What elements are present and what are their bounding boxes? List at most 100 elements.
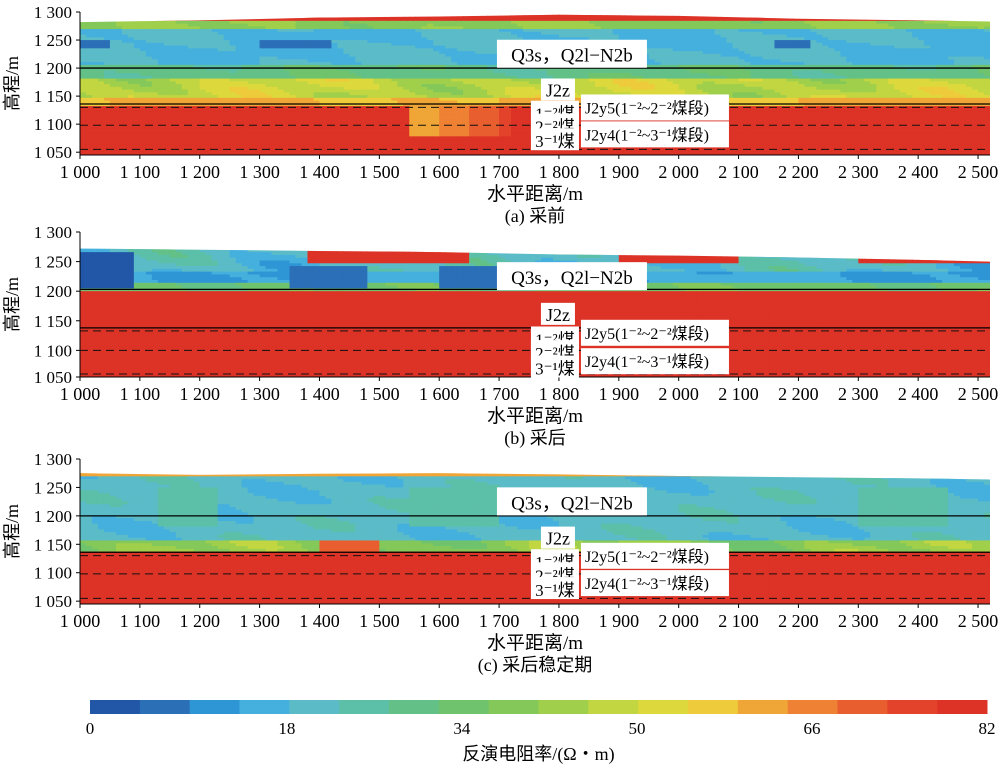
annotation-j2y4: J2y4(1⁻²~3⁻¹煤段) — [585, 126, 709, 144]
x-tick-label: 2 000 — [658, 162, 699, 182]
annotation-coal-seam-3: 3⁻¹煤 — [535, 132, 575, 151]
annotation-box — [496, 39, 647, 68]
chart-panel-a: 1 000 1 100 1 200 1 300 1 400 1 500 1 600 1 700… — [0, 0, 1000, 230]
x-tick-label: 1 300 — [239, 611, 280, 631]
x-tick-label: 1 700 — [479, 162, 520, 182]
colorbar-swatch — [937, 700, 988, 714]
x-axis-label: 水平距离/m — [487, 632, 583, 654]
x-tick-label: 2 400 — [898, 384, 939, 404]
x-tick-label: 1 000 — [60, 384, 101, 404]
colorbar-swatch — [837, 700, 888, 714]
y-tick-label: 1 100 — [34, 341, 72, 360]
y-tick-label: 1 300 — [34, 3, 72, 22]
x-tick-label: 1 500 — [359, 384, 400, 404]
annotation-upper-strata: Q3s，Q2l−N2b — [511, 493, 633, 514]
annotation-box — [580, 542, 729, 569]
annotation-box — [496, 262, 647, 291]
annotation-j2y5: J2y5(1⁻²~2⁻²煤段) — [585, 548, 709, 566]
colorbar-swatch — [139, 700, 191, 714]
annotation-j2z: J2z — [546, 529, 570, 549]
panel-label: (a) 采前 — [505, 206, 565, 227]
y-tick-label: 1 200 — [34, 59, 72, 78]
x-tick-label: 2 500 — [958, 611, 999, 631]
x-tick-label: 2 100 — [718, 384, 759, 404]
chart-svg-a: 1 000 1 100 1 200 1 300 1 400 1 500 1 600 1 700… — [2, 3, 999, 227]
colorbar-tick-label: 66 — [803, 719, 820, 738]
x-tick-label: 1 600 — [419, 162, 460, 182]
y-axis-label: 高程/m — [2, 504, 22, 559]
x-tick-label: 1 300 — [239, 384, 280, 404]
colorbar-swatch — [239, 700, 290, 714]
x-tick-label: 1 400 — [299, 611, 340, 631]
colorbar-swatch — [538, 700, 589, 714]
chart-svg-c: 1 000 1 100 1 200 1 300 1 400 1 500 1 600 1 700… — [2, 450, 999, 676]
x-axis-label: 水平距离/m — [487, 183, 583, 205]
y-tick-label: 1 200 — [34, 507, 72, 526]
chart-panel-c: 1 000 1 100 1 200 1 300 1 400 1 500 1 600 1 700… — [0, 449, 1000, 689]
annotation-box — [496, 487, 647, 516]
y-tick-label: 1 250 — [34, 253, 72, 272]
colorbar-swatch — [189, 700, 240, 714]
colorbar-swatch — [588, 700, 639, 714]
annotation-coal-seam-3: 3⁻¹煤 — [535, 581, 575, 600]
x-tick-label: 1 800 — [539, 384, 580, 404]
x-tick-label: 1 100 — [120, 384, 161, 404]
y-tick-label: 1 050 — [34, 368, 72, 387]
annotation-j2y4: J2y4(1⁻²~3⁻¹煤段) — [585, 353, 709, 371]
colorbar-tick-label: 50 — [628, 719, 645, 738]
y-tick-label: 1 100 — [34, 564, 72, 583]
annotation-j2y4: J2y4(1⁻²~3⁻¹煤段) — [585, 575, 709, 593]
annotation-j2y5: J2y5(1⁻²~2⁻²煤段) — [585, 99, 709, 117]
x-tick-label: 2 200 — [778, 162, 819, 182]
y-tick-label: 1 150 — [34, 535, 72, 554]
panel-label: (c) 采后稳定期 — [478, 655, 592, 676]
x-tick-label: 2 500 — [958, 162, 999, 182]
x-axis-label: 水平距离/m — [487, 405, 583, 427]
y-tick-label: 1 100 — [34, 115, 72, 134]
x-tick-label: 1 200 — [179, 384, 220, 404]
x-tick-label: 1 400 — [299, 384, 340, 404]
x-tick-label: 1 100 — [120, 162, 161, 182]
x-tick-label: 2 300 — [838, 611, 879, 631]
x-tick-label: 2 300 — [838, 162, 879, 182]
y-tick-label: 1 050 — [34, 143, 72, 162]
colorbar-swatch — [339, 700, 390, 714]
y-tick-label: 1 250 — [34, 31, 72, 50]
x-tick-label: 2 300 — [838, 384, 879, 404]
x-tick-label: 1 400 — [299, 162, 340, 182]
annotation-coal-seam-3: 3⁻¹煤 — [535, 359, 575, 378]
colorbar-tick-label: 34 — [453, 719, 471, 738]
x-tick-label: 1 300 — [239, 162, 280, 182]
annotation-j2z: J2z — [546, 81, 570, 101]
y-axis-label: 高程/m — [2, 56, 22, 111]
colorbar-swatch — [389, 700, 440, 714]
x-tick-label: 1 000 — [60, 162, 101, 182]
annotation-upper-strata: Q3s，Q2l−N2b — [511, 268, 633, 289]
colorbar-title: 反演电阻率/(Ω・m) — [462, 744, 614, 765]
y-tick-label: 1 050 — [34, 592, 72, 611]
y-axis-label: 高程/m — [2, 277, 22, 332]
x-tick-label: 2 200 — [778, 611, 819, 631]
annotation-box — [540, 302, 575, 325]
x-tick-label: 1 900 — [599, 384, 640, 404]
x-tick-label: 1 900 — [599, 611, 640, 631]
panel-label: (b) 采后 — [504, 428, 566, 449]
y-tick-label: 1 150 — [34, 87, 72, 106]
colorbar-swatch — [90, 700, 141, 714]
annotation-box — [540, 78, 575, 101]
x-tick-label: 1 200 — [179, 611, 220, 631]
annotation-box — [580, 319, 729, 346]
x-tick-label: 2 100 — [718, 162, 759, 182]
x-tick-label: 2 500 — [958, 384, 999, 404]
colorbar-tick-label: 82 — [979, 719, 996, 738]
x-tick-label: 1 600 — [419, 611, 460, 631]
annotation-box — [580, 348, 729, 375]
x-tick-label: 2 400 — [898, 162, 939, 182]
x-tick-label: 2 000 — [658, 611, 699, 631]
colorbar-swatch — [887, 700, 938, 714]
annotation-upper-strata: Q3s，Q2l−N2b — [511, 46, 633, 67]
y-tick-label: 1 300 — [34, 223, 72, 242]
annotation-box — [580, 121, 729, 148]
colorbar-swatch — [638, 700, 689, 714]
annotation-j2z: J2z — [546, 305, 570, 325]
